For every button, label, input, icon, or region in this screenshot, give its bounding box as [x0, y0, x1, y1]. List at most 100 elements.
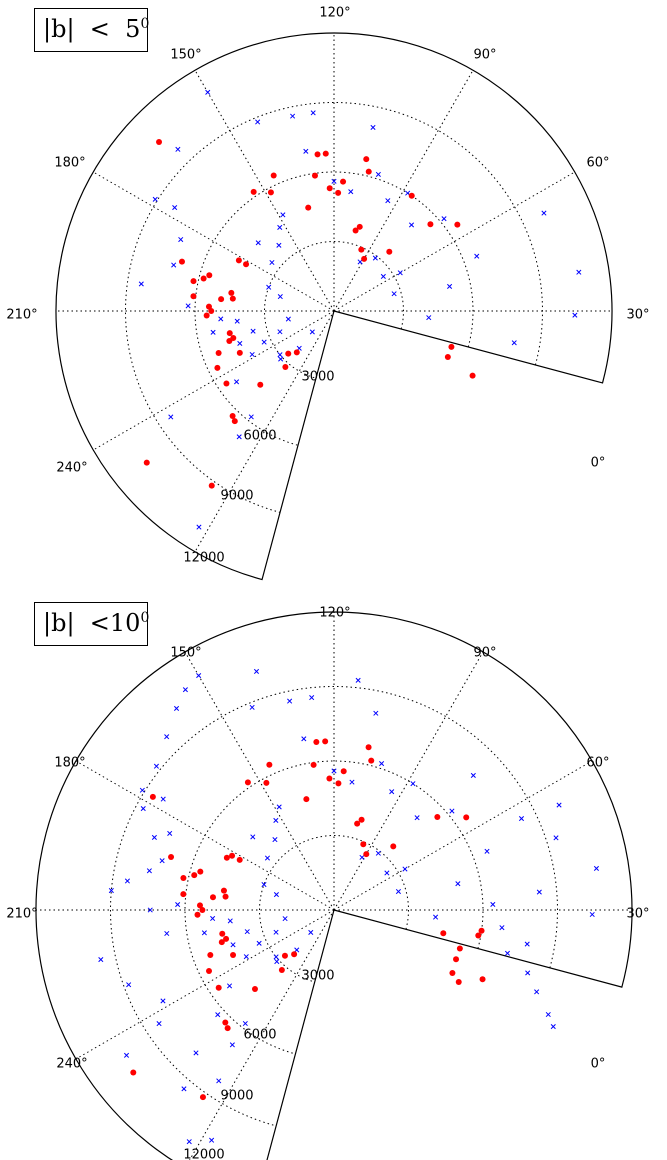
- red-dot-point: [236, 349, 243, 356]
- blue-cross-point: [375, 850, 381, 856]
- polar-wedge-chart: 120° 150° 90° 180° 60° 210° 30° 240° 0° 3000 6000 9…: [6, 6, 650, 581]
- plot-frame: [35, 611, 633, 1160]
- blue-cross-point: [455, 881, 461, 887]
- red-dot-point: [305, 204, 312, 211]
- blue-cross-point: [355, 677, 361, 683]
- blue-cross-point: [98, 957, 104, 963]
- blue-cross-point: [274, 958, 280, 965]
- angle-tick-label: 90°: [473, 48, 496, 63]
- red-dot-point: [209, 894, 216, 901]
- red-dot-point: [257, 381, 264, 388]
- red-dot-point: [449, 969, 456, 976]
- red-dot-point: [270, 172, 277, 179]
- red-dot-point: [448, 343, 455, 350]
- blue-cross-point: [357, 259, 363, 265]
- blue-cross-point: [218, 316, 224, 322]
- red-dot-point: [219, 930, 226, 937]
- angle-tick-label: 210°: [6, 907, 37, 922]
- blue-cross-point: [249, 704, 255, 710]
- red-dot-point: [196, 902, 203, 909]
- blue-cross-point: [277, 329, 283, 335]
- blue-cross-point: [140, 806, 146, 812]
- polar-wedge-chart: 120° 150° 90° 180° 60° 210° 30° 240° 0° 3000 6000 9…: [6, 606, 650, 1160]
- red-dot-point: [197, 868, 204, 875]
- angle-grid-line: [194, 69, 335, 312]
- red-dot-point: [218, 296, 225, 303]
- blue-cross-point: [433, 914, 439, 920]
- blue-cross-point: [230, 942, 236, 948]
- red-dot-point: [356, 223, 363, 230]
- red-dot-point: [408, 192, 415, 199]
- blue-cross-point: [196, 673, 202, 679]
- angle-tick-label: 120°: [319, 606, 350, 621]
- blue-cross-point: [272, 837, 278, 843]
- blue-cross-point: [178, 236, 184, 243]
- red-dot-point: [218, 939, 225, 946]
- angle-tick-label: 30°: [626, 308, 649, 323]
- blue-cross-point: [210, 915, 216, 922]
- blue-cross-point: [250, 328, 256, 334]
- blue-cross-point: [280, 212, 286, 218]
- angle-grid-line: [194, 310, 335, 553]
- red-dot-point: [194, 911, 201, 918]
- blue-cross-point: [285, 316, 291, 322]
- blue-cross-point: [375, 171, 381, 177]
- red-dot-point: [230, 334, 237, 341]
- red-dot-point: [243, 261, 250, 268]
- red-dot-point: [456, 945, 463, 952]
- blue-cross-point: [511, 340, 517, 346]
- angle-grid-line: [92, 310, 335, 451]
- blue-cross-point: [572, 312, 578, 318]
- blue-cross-point: [160, 998, 166, 1004]
- blue-cross-point: [534, 989, 540, 995]
- radius-tick-label: 9000: [220, 1089, 253, 1104]
- blue-cross-point: [449, 808, 455, 814]
- blue-cross-point: [185, 303, 191, 309]
- blue-cross-point: [331, 768, 337, 774]
- red-dot-point: [222, 1019, 229, 1026]
- blue-cross-point: [233, 379, 240, 385]
- latitude-cut-label-box: |b| <100: [34, 602, 149, 646]
- red-dot-point: [390, 843, 397, 850]
- radius-tick-label: 3000: [301, 969, 334, 984]
- red-dot-point: [365, 744, 372, 751]
- red-dot-point: [208, 308, 215, 314]
- blue-cross-point: [256, 940, 262, 946]
- red-dot-point: [285, 350, 292, 357]
- red-dot-point: [266, 761, 273, 768]
- blue-cross-point: [474, 253, 480, 259]
- polar-plot-panel-wide-latitude: 120° 150° 90° 180° 60° 210° 30° 240° 0° 3000 6000 9…: [0, 580, 667, 1160]
- blue-cross-point: [331, 178, 337, 184]
- angle-tick-label: 0°: [591, 1057, 606, 1072]
- red-dot-point: [229, 412, 236, 419]
- blue-cross-point: [408, 222, 415, 228]
- blue-cross-point: [385, 198, 391, 204]
- blue-cross-point: [138, 281, 144, 287]
- red-dot-point: [310, 761, 317, 768]
- blue-cross-point: [269, 259, 275, 266]
- blue-cross-point: [277, 294, 283, 300]
- angle-tick-label: 150°: [170, 646, 201, 661]
- blue-cross-point: [196, 524, 202, 530]
- red-dot-point: [368, 757, 375, 764]
- blue-cross-point: [414, 815, 420, 821]
- blue-cross-point: [182, 687, 188, 693]
- red-dot-point: [223, 935, 230, 942]
- red-dot-point: [434, 813, 441, 820]
- red-dot-point: [455, 979, 462, 986]
- blue-cross-point: [277, 224, 283, 231]
- angle-tick-label: 60°: [586, 756, 609, 771]
- red-dot-point: [178, 258, 185, 265]
- blue-cross-point: [536, 889, 542, 895]
- blue-cross-point: [108, 887, 114, 894]
- blue-cross-point: [237, 340, 243, 346]
- red-dot-point: [335, 780, 342, 787]
- blue-cross-point: [242, 1020, 248, 1027]
- blue-cross-point: [490, 901, 496, 908]
- angle-tick-label: 240°: [56, 1057, 87, 1072]
- red-dot-point: [440, 930, 447, 937]
- blue-cross-point: [201, 930, 207, 936]
- red-dot-point: [220, 887, 227, 894]
- red-dot-point: [340, 178, 347, 185]
- red-dot-point: [340, 768, 347, 775]
